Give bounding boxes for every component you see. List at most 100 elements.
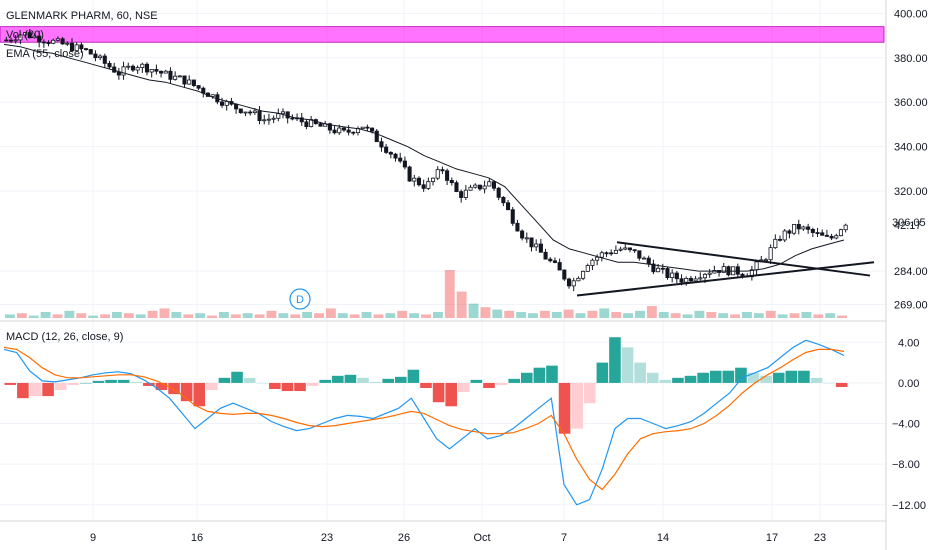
candle-body [445,170,450,181]
candle-body [449,180,454,184]
volume-bar [646,306,657,318]
volume-bar [813,314,824,318]
price-axis[interactable]: 400.00 380.00 360.00 340.00 320.00 284.00 269.… [894,8,928,311]
macd-histogram-bar [306,382,319,386]
candle-body [276,113,281,119]
macd-histogram-bar [92,380,105,383]
volume-bar [599,308,610,318]
volume-bar [325,308,336,318]
volume-legend[interactable]: Vol (20) [6,29,44,41]
volume-bar [706,312,717,318]
volume-bar [135,314,146,318]
macd-histogram-bar [672,377,684,383]
candle-body [69,42,75,52]
volume-bar [218,312,229,318]
candle-body [55,38,60,41]
candle-body [182,75,187,85]
volume-bar [123,313,134,318]
volume-bar [694,310,705,318]
candle-body [754,261,759,271]
candle-body [454,182,459,192]
macd-histogram-bar [42,382,54,397]
candle-body [121,66,126,76]
volume-bar [516,312,527,318]
candle-body [149,69,154,73]
macd-histogram-bar [798,370,810,383]
volume-bar [837,315,847,318]
candle-body [32,35,37,39]
symbol-legend[interactable]: GLENMARK PHARM, 60, NSE [6,10,158,22]
candle-body [501,196,506,204]
volume-bar [254,314,265,318]
candle-body [177,75,182,78]
candle-body [27,32,32,39]
macd-histogram-bar [105,379,117,383]
candle-body [88,49,93,55]
candle-body [384,146,389,153]
candle-body [656,267,661,273]
candle-body [46,42,51,44]
resistance-zone [0,26,885,43]
candle-body [815,232,820,234]
candle-body [252,110,257,113]
candle-body [796,224,801,230]
candle-body [487,181,492,187]
candle-body [566,278,572,287]
candle-body [257,110,262,121]
macd-histogram-bar [281,382,294,392]
dividend-marker[interactable]: D [289,288,311,310]
macd-axis[interactable]: 4.00 0.00 −4.00 −8.00 −12.00 [892,337,926,511]
candle-body [520,230,525,239]
candle-body [84,48,89,51]
candle-body [327,123,332,131]
candle-body [13,39,18,42]
candle-body [735,266,740,275]
candle-body [285,111,290,119]
macd-histogram-bar [810,377,823,383]
volume-bar [492,309,503,318]
volume-bar [373,314,384,318]
candle-body [590,259,595,266]
time-axis[interactable]: 9 16 23 26 Oct 7 14 17 23 [90,532,826,544]
candle-body [332,129,337,134]
candle-body [609,252,614,255]
volume-bar [635,310,645,318]
candle-body [159,70,164,74]
time-tick-label: 7 [561,532,567,544]
candle-body [107,62,112,68]
macd-histogram-bar [785,370,798,383]
macd-histogram-bar [243,377,256,383]
volume-bar [5,314,15,318]
macd-histogram-bar [735,367,747,383]
volume-bars [5,270,847,318]
macd-histogram-bar [621,347,634,383]
ema-legend[interactable]: EMA (55, close) [6,48,84,60]
candle-body [679,278,684,283]
macd-pane[interactable] [3,337,848,506]
volume-bar [658,312,669,318]
time-tick-label: 16 [191,532,203,544]
macd-histogram-bar [508,378,520,383]
candle-body [187,79,192,85]
countdown-badge: 42:17 [894,220,922,232]
candle-body [613,249,618,254]
candle-body [173,75,178,80]
candle-body [670,272,675,279]
candle-body [412,177,417,182]
macd-histogram-bar [760,375,772,383]
macd-legend[interactable]: MACD (12, 26, close, 9) [6,331,123,343]
macd-histogram-bar [180,382,193,402]
candle-body [557,262,562,271]
macd-histogram-bar [143,382,155,386]
volume-bar [302,312,313,318]
candle-body [4,39,9,42]
candles [4,28,848,292]
time-tick-label: Oct [473,532,490,544]
dividend-icon[interactable] [289,288,311,310]
last-price-label: 306.05 [892,217,926,229]
candle-body [693,278,698,282]
macd-histogram-bar [80,382,92,384]
volume-bar [397,310,408,318]
price-pane[interactable] [0,26,885,318]
